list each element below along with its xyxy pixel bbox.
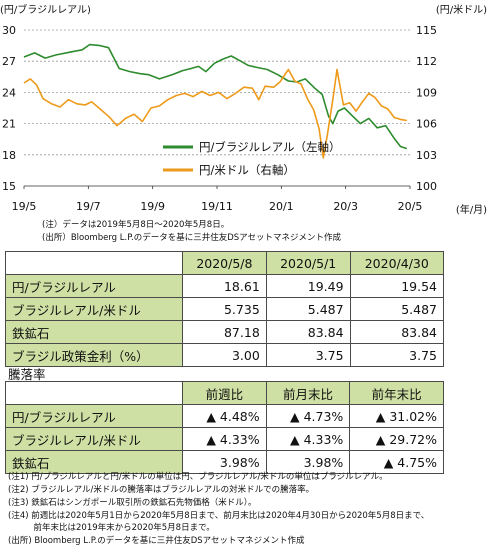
table-cell: 19.49 bbox=[265, 274, 351, 298]
table-row: 円/ブラジルレアル ▲ 4.48% ▲ 4.73% ▲ 31.02% bbox=[5, 404, 444, 428]
y-right-tick-label: 109 bbox=[416, 86, 437, 99]
series-line-jpy-brl bbox=[23, 43, 408, 150]
row-label: ブラジル政策金利（%） bbox=[5, 343, 183, 367]
x-tick-label: 19/5 bbox=[12, 200, 37, 213]
table-row: 鉄鉱石 3.98% 3.98% ▲ 4.75% bbox=[5, 450, 444, 474]
table-cell: ▲ 4.33% bbox=[182, 427, 267, 451]
change-corner-cell bbox=[5, 381, 183, 405]
x-tick-label: 19/7 bbox=[76, 200, 101, 213]
table-cell: ▲ 4.33% bbox=[265, 427, 351, 451]
row-label: 鉄鉱石 bbox=[5, 450, 183, 474]
legend-label: 円/米ドル（右軸） bbox=[199, 163, 295, 177]
x-tick-label: 19/11 bbox=[201, 200, 233, 213]
x-tick-label: 19/9 bbox=[140, 200, 165, 213]
levels-header-date: 2020/5/8 bbox=[182, 251, 267, 275]
table-cell: ▲ 4.48% bbox=[182, 404, 267, 428]
table-cell: 19.54 bbox=[349, 274, 445, 298]
table-cell: 83.84 bbox=[349, 320, 445, 344]
chart-note-period: (注）データは2019年5月8日～2020年5月8日。 bbox=[42, 220, 230, 230]
left-axis-unit-label: (円/ブラジルレアル) bbox=[0, 3, 91, 16]
chart-note-source: (出所）Bloomberg L.P.のデータを基に三井住友DSアセットマネジメン… bbox=[42, 233, 341, 243]
footnote: (出所) Bloomberg L.P.のデータを基に三井住友DSアセットマネジメ… bbox=[8, 536, 305, 546]
series-line-jpy-usd bbox=[23, 68, 407, 159]
table-cell: 83.84 bbox=[265, 320, 351, 344]
levels-header-date: 2020/4/30 bbox=[349, 251, 445, 275]
table-cell: ▲ 29.72% bbox=[349, 427, 444, 451]
change-header: 前週比 bbox=[182, 381, 267, 405]
table-cell: ▲ 31.02% bbox=[349, 404, 444, 428]
table-row: ブラジルレアル/米ドル 5.735 5.487 5.487 bbox=[5, 297, 445, 321]
change-header: 前月末比 bbox=[265, 381, 351, 405]
table-cell: 3.75 bbox=[265, 343, 351, 367]
y-right-tick-label: 103 bbox=[416, 149, 437, 162]
table-row: 円/ブラジルレアル 18.61 19.49 19.54 bbox=[5, 274, 445, 298]
levels-table: 2020/5/8 2020/5/1 2020/4/30 円/ブラジルレアル 18… bbox=[5, 251, 445, 367]
table-cell: 5.487 bbox=[349, 297, 445, 321]
table-row: ブラジルレアル/米ドル ▲ 4.33% ▲ 4.33% ▲ 29.72% bbox=[5, 427, 444, 451]
levels-header-date: 2020/5/1 bbox=[265, 251, 351, 275]
y-left-tick-label: 21 bbox=[2, 118, 16, 131]
x-tick-label: 20/3 bbox=[333, 200, 358, 213]
x-axis-unit-label: (年/月) bbox=[456, 203, 487, 215]
y-left-tick-label: 30 bbox=[2, 24, 16, 37]
y-right-tick-label: 115 bbox=[416, 24, 437, 37]
table-row: ブラジル政策金利（%） 3.00 3.75 3.75 bbox=[5, 343, 445, 367]
change-header: 前年末比 bbox=[349, 381, 444, 405]
y-left-tick-label: 18 bbox=[2, 149, 16, 162]
y-right-tick-label: 112 bbox=[416, 55, 437, 68]
levels-corner-cell bbox=[5, 251, 183, 275]
row-label: 鉄鉱石 bbox=[5, 320, 183, 344]
table-cell: ▲ 4.73% bbox=[265, 404, 351, 428]
y-left-tick-label: 24 bbox=[2, 86, 16, 99]
table-cell: 3.98% bbox=[182, 450, 267, 474]
change-title: 騰落率 bbox=[8, 367, 46, 382]
footnote: (注1) 円/ブラジルレアルと円/米ドルの単位は円、ブラジルレアル/米ドルの単位… bbox=[8, 472, 388, 482]
change-header-row: 前週比 前月末比 前年末比 bbox=[5, 381, 444, 405]
y-right-tick-label: 106 bbox=[416, 118, 437, 131]
footnote: (注2) ブラジルレアル/米ドルの騰落率はブラジルレアルの対米ドルでの騰落率。 bbox=[8, 485, 315, 495]
x-tick-label: 20/5 bbox=[398, 200, 423, 213]
row-label: ブラジルレアル/米ドル bbox=[5, 297, 183, 321]
levels-header-row: 2020/5/8 2020/5/1 2020/4/30 bbox=[5, 251, 445, 275]
row-label: ブラジルレアル/米ドル bbox=[5, 427, 183, 451]
y-right-tick-label: 100 bbox=[416, 180, 437, 193]
table-cell: 5.735 bbox=[182, 297, 267, 321]
y-left-tick-label: 27 bbox=[2, 55, 16, 68]
table-cell: 87.18 bbox=[182, 320, 267, 344]
table-cell: 3.75 bbox=[349, 343, 445, 367]
row-label: 円/ブラジルレアル bbox=[5, 274, 183, 298]
footnote: (注3) 鉄鉱石はシンガポール取引所の鉄鉱石先物価格（米ドル）。 bbox=[8, 498, 257, 508]
table-cell: 5.487 bbox=[265, 297, 351, 321]
table-row: 鉄鉱石 87.18 83.84 83.84 bbox=[5, 320, 445, 344]
table-cell: 18.61 bbox=[182, 274, 267, 298]
y-left-tick-label: 15 bbox=[2, 180, 16, 193]
right-axis-unit-label: (円/米ドル) bbox=[436, 3, 487, 16]
legend-label: 円/ブラジルレアル（左軸） bbox=[199, 140, 341, 154]
row-label: 円/ブラジルレアル bbox=[5, 404, 183, 428]
change-table: 前週比 前月末比 前年末比 円/ブラジルレアル ▲ 4.48% ▲ 4.73% … bbox=[5, 381, 444, 474]
footnote: (注4) 前週比は2020年5月1日から2020年5月8日まで、前月末比は202… bbox=[8, 511, 430, 521]
table-cell: 3.98% bbox=[265, 450, 351, 474]
line-chart: (円/ブラジルレアル) (円/米ドル) 15 100 18 103 21 106 24 109 27… bbox=[0, 3, 487, 215]
footnote: 前年末比は2019年末から2020年5月8日まで。 bbox=[8, 523, 215, 533]
table-cell: ▲ 4.75% bbox=[349, 450, 444, 474]
x-tick-label: 20/1 bbox=[269, 200, 294, 213]
table-cell: 3.00 bbox=[182, 343, 267, 367]
